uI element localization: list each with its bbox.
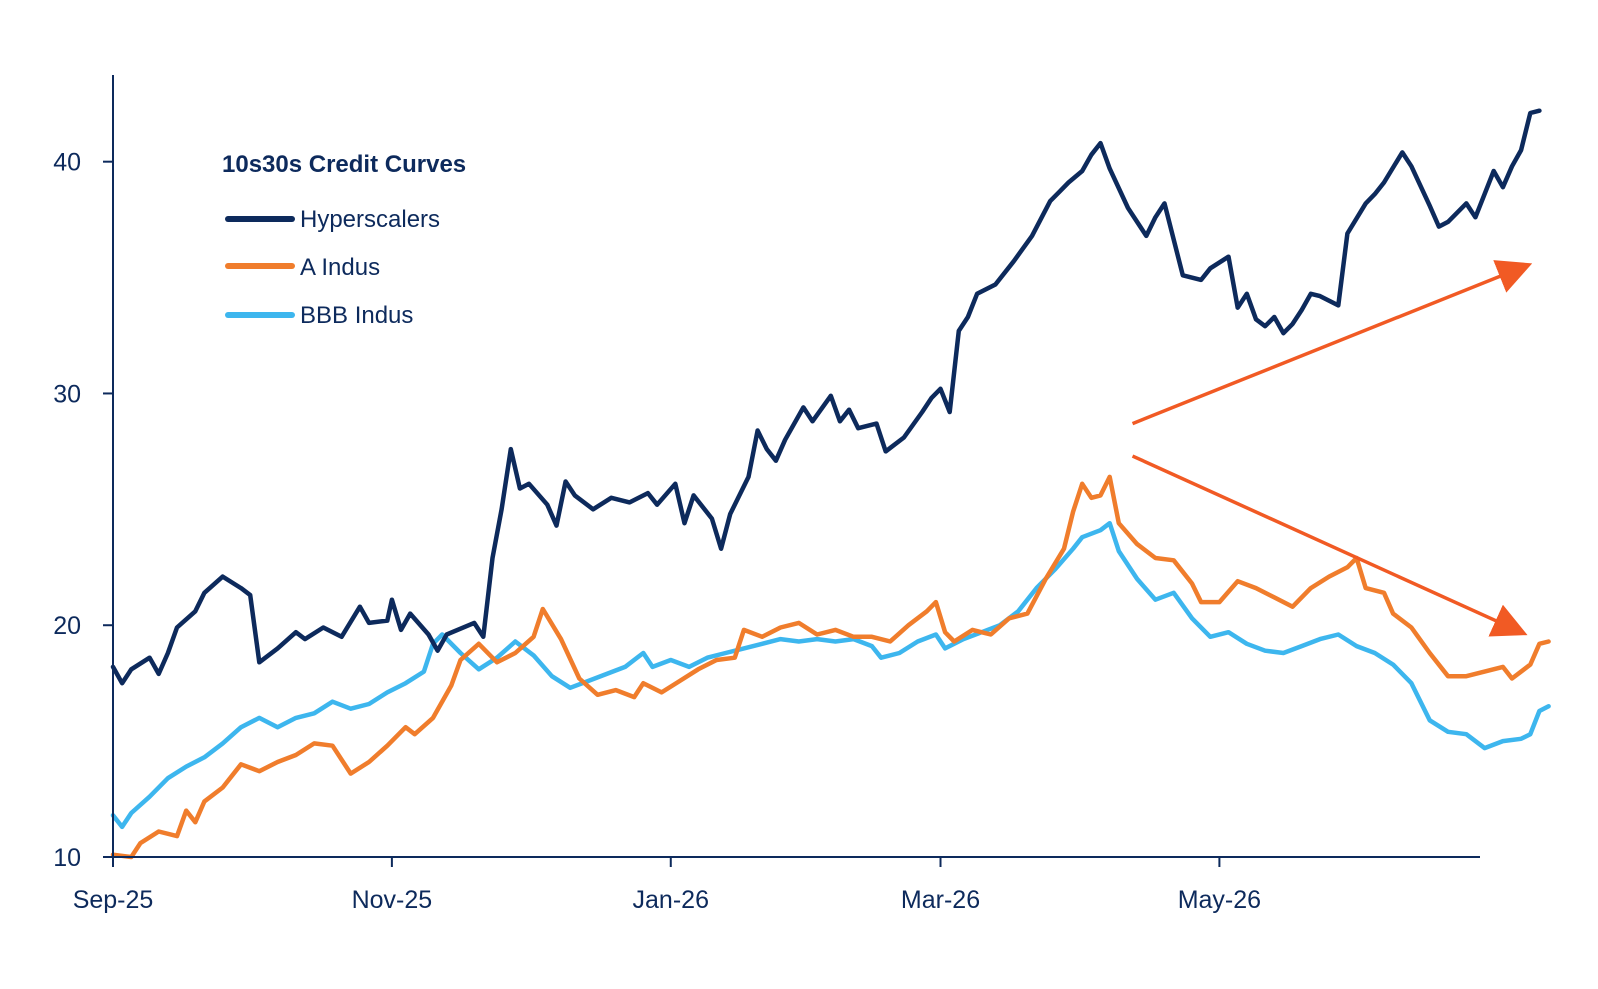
x-tick-label: Mar-26 — [901, 886, 980, 914]
annotation-layer — [1131, 260, 1533, 637]
x-tick-label: Nov-25 — [352, 886, 433, 914]
annotation-arrow-1 — [1131, 260, 1533, 426]
series-line-bbb-indus — [110, 520, 1551, 830]
x-tick-label: May-26 — [1178, 886, 1261, 914]
x-tick-label: Jan-26 — [633, 886, 709, 914]
legend-label-hyperscalers: Hyperscalers — [300, 206, 440, 233]
series-line-hyperscalers — [110, 108, 1542, 686]
y-tick-label: 40 — [53, 149, 81, 177]
chart-title: 10s30s Credit Curves — [222, 151, 466, 178]
x-tick-label: Sep-25 — [73, 886, 154, 914]
y-tick-label: 10 — [53, 844, 81, 872]
y-tick-label: 20 — [53, 612, 81, 640]
legend-label-a-indus: A Indus — [300, 254, 380, 281]
y-tick-label: 30 — [53, 380, 81, 408]
annotation-arrow-2 — [1131, 454, 1528, 637]
series-line-a-indus — [110, 474, 1551, 860]
axis-layer: 10 20 30 40 Sep-25 Nov-25 Jan-26 Mar-26 May-26 — [53, 75, 1480, 914]
legend: 10s30s Credit Curves Hyperscalers A Indu… — [222, 151, 466, 329]
series-layer — [110, 108, 1551, 860]
legend-label-bbb-indus: BBB Indus — [300, 302, 413, 329]
